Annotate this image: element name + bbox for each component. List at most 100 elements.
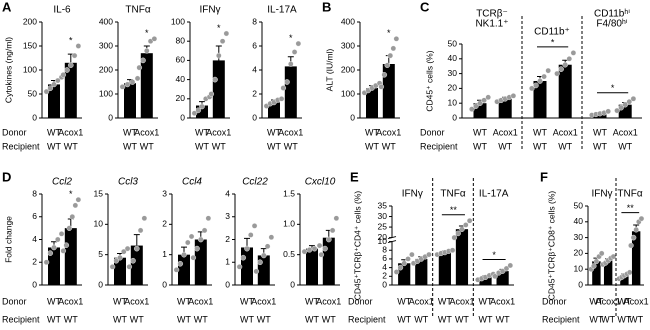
data-point — [455, 230, 461, 237]
y-tick-label: 40 — [574, 216, 584, 226]
donor-value: WT — [240, 296, 254, 306]
data-point — [71, 52, 78, 59]
data-point — [47, 250, 54, 256]
recipient-value: WT — [284, 141, 298, 151]
donor-value: Acox1 — [490, 296, 515, 306]
donor-value: WT — [47, 296, 61, 306]
donor-value: Acox1 — [251, 296, 276, 306]
group-label: TNFα — [617, 189, 642, 200]
data-point — [197, 236, 204, 243]
y-tick-label: 0 — [32, 279, 37, 289]
data-point — [541, 73, 547, 80]
data-point — [109, 263, 116, 270]
subpanel-title: Ccl22 — [242, 177, 268, 188]
donor-value: WT — [365, 127, 379, 137]
significance: * — [611, 83, 615, 93]
data-point — [190, 254, 197, 261]
y-tick-label: 6 — [32, 211, 37, 221]
y-tick-label: 0 — [382, 279, 387, 289]
bar — [366, 88, 378, 118]
recipient-label: Recipient — [420, 141, 458, 151]
subpanel-title: IL-17A — [267, 5, 297, 16]
data-point — [113, 257, 120, 264]
donor-value: WT — [479, 296, 493, 306]
y-tick-label: 20 — [448, 83, 458, 93]
y-tick-label: 0 — [252, 112, 257, 122]
bar — [438, 252, 451, 285]
data-point — [130, 257, 136, 264]
recipient-value: WT — [618, 141, 632, 151]
donor-value: WT — [195, 127, 209, 137]
bar — [498, 98, 512, 118]
subpanel-title: Ccl3 — [118, 177, 138, 188]
y-tick-label: 8 — [32, 188, 37, 198]
data-point — [387, 52, 394, 59]
y-tick-label: 2 — [32, 257, 37, 267]
data-point — [593, 258, 600, 265]
donor-value: WT — [533, 127, 547, 137]
significance: * — [217, 23, 221, 33]
group-label: IFNγ — [402, 189, 423, 200]
data-point — [184, 239, 191, 246]
donor-value: Acox1 — [188, 296, 213, 306]
y-axis-label: ALT (IU/ml) — [324, 49, 334, 92]
y-tick-label: 200 — [341, 64, 355, 74]
y-axis-label: Fold change — [3, 216, 13, 263]
y-tick-label: 0 — [578, 279, 583, 289]
bar — [48, 84, 60, 118]
y-tick-label: 100 — [341, 88, 355, 98]
bar — [268, 102, 280, 118]
data-point — [253, 268, 260, 275]
donor-value: Acox1 — [596, 296, 621, 306]
y-tick-label: 200 — [23, 16, 37, 26]
data-point — [240, 254, 247, 261]
significance: * — [69, 35, 73, 45]
donor-label: Donor — [2, 127, 27, 137]
data-point — [63, 242, 70, 248]
donor-value: Acox1 — [493, 127, 518, 137]
data-point — [570, 50, 577, 56]
significance: * — [145, 28, 149, 38]
recipient-label: Recipient — [2, 314, 40, 324]
data-point — [54, 77, 61, 84]
data-point — [469, 106, 475, 112]
y-tick-label: 300 — [99, 40, 113, 50]
y-tick-label: 1.0 — [283, 219, 295, 229]
data-point — [473, 103, 479, 109]
data-point — [47, 85, 54, 92]
data-point — [622, 101, 629, 108]
donor-value: WT — [589, 296, 603, 306]
recipient-value: WT — [629, 314, 643, 324]
data-point — [322, 245, 328, 252]
y-tick-label: 2 — [252, 88, 257, 98]
recipient-value: WT — [130, 314, 144, 324]
data-point — [205, 215, 212, 222]
data-point — [151, 36, 158, 42]
data-point — [72, 202, 79, 209]
y-tick-label: 200 — [99, 64, 113, 74]
donor-value: WT — [177, 296, 191, 306]
y-tick-label: 2 — [162, 219, 167, 229]
donor-value: Acox1 — [613, 127, 638, 137]
y-tick-label: 30 — [574, 232, 584, 242]
y-tick-label: 0 — [180, 112, 185, 122]
group-label: F4/80ʰⁱ — [596, 19, 627, 30]
panel-letter: E — [350, 169, 359, 184]
data-point — [177, 260, 184, 267]
y-tick-label: 100 — [171, 16, 185, 26]
bar — [140, 53, 153, 119]
recipient-value: WT — [123, 141, 137, 151]
recipient-value: WT — [195, 141, 209, 151]
data-point — [477, 100, 483, 106]
donor-value: WT — [267, 127, 281, 137]
axis-break — [388, 237, 396, 242]
donor-value: WT — [473, 127, 487, 137]
significance: * — [69, 189, 73, 199]
group-label: TCRβ⁻ — [476, 9, 508, 20]
y-tick-label: 8 — [382, 244, 387, 254]
panel-letter: B — [322, 0, 331, 14]
donor-value: WT — [397, 296, 411, 306]
data-point — [287, 61, 294, 67]
data-point — [381, 72, 388, 78]
